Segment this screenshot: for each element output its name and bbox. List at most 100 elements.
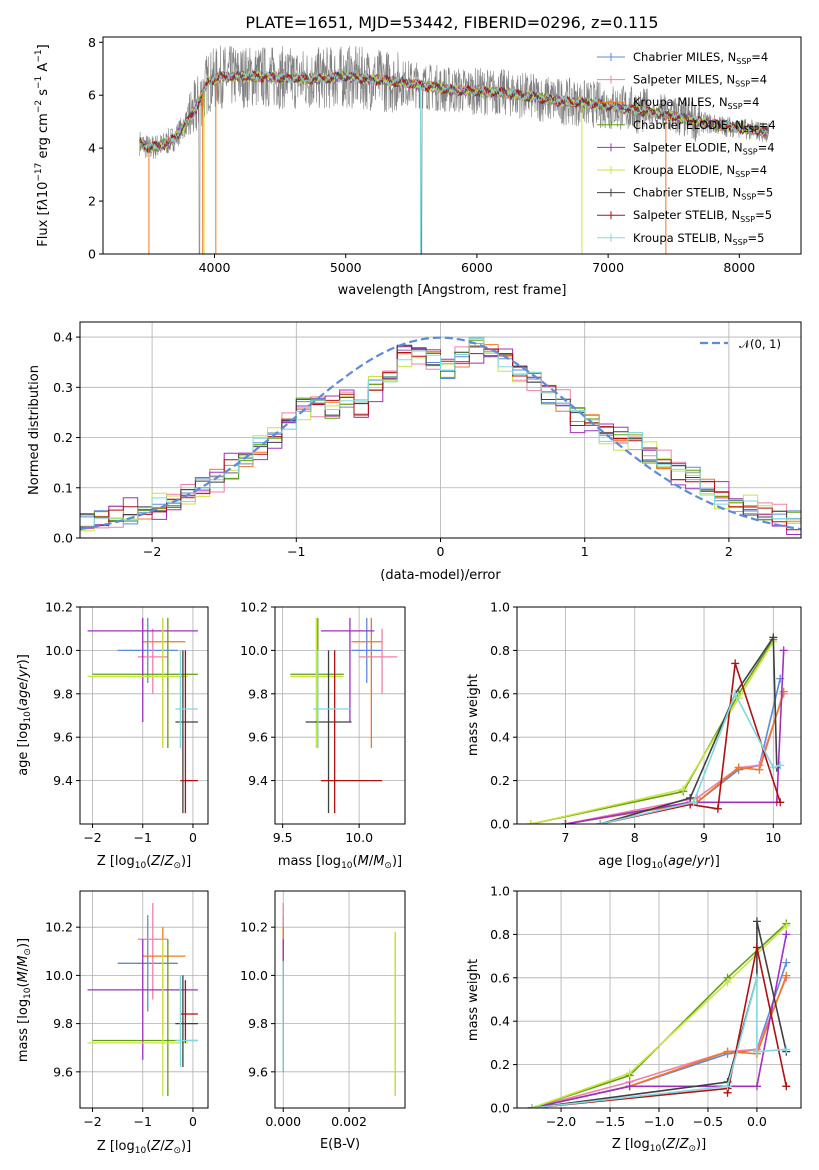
x-tick-label: 0.002 xyxy=(331,1114,367,1129)
x-axis-label: Z [log10(Z/Z⊙)] xyxy=(97,854,191,871)
mass-weight-vs-age-panel: 7 8 9 10 0.0 0.2 0.4 0.6 0.8 1.0 age [log10(age/yr… xyxy=(466,600,802,871)
x-tick-label: 8 xyxy=(631,830,639,845)
x-tick-label: 6000 xyxy=(461,260,493,275)
x-tick-label: 8000 xyxy=(723,260,755,275)
legend-label: Chabrier MILES, NSSP=4 xyxy=(633,50,768,66)
y-axis-label: age [log10(age/yr)] xyxy=(16,654,33,776)
y-tick-label: 10.0 xyxy=(240,643,268,658)
y-axis-label: Normed distribution xyxy=(27,365,42,495)
y-tick-label: 10.0 xyxy=(45,968,73,983)
weight-point xyxy=(769,633,778,642)
legend-label: Salpeter ELODIE, NSSP=4 xyxy=(633,140,775,156)
y-tick-label: 9.6 xyxy=(248,730,268,745)
x-axis-label: age [log10(age/yr)] xyxy=(598,854,720,871)
plot-area xyxy=(527,917,791,1108)
model-spectrum-line xyxy=(139,70,769,152)
weight-point xyxy=(679,785,688,794)
weight-point xyxy=(723,1082,732,1091)
y-tick-label: 0.4 xyxy=(490,730,510,745)
histogram-step-line xyxy=(80,338,801,538)
x-tick-label: 9.5 xyxy=(273,830,293,845)
axes-frame xyxy=(274,606,406,825)
y-tick-label: 10.2 xyxy=(240,920,268,935)
y-tick-label: 1.0 xyxy=(490,884,510,899)
x-axis-label: wavelength [Angstrom, rest frame] xyxy=(338,283,567,298)
weight-point xyxy=(782,1045,791,1054)
legend-label: Chabrier STELIB, NSSP=5 xyxy=(633,186,773,202)
y-tick-label: 10.0 xyxy=(240,968,268,983)
weight-point xyxy=(723,978,732,987)
weight-point xyxy=(782,930,791,939)
mass-weight-vs-metallicity-panel: −2.0 −1.5 −1.0 −0.5 0.0 0.0 0.2 0.4 0.6 0.8 1.0 Z [… xyxy=(466,884,802,1154)
chart-title: PLATE=1651, MJD=53442, FIBERID=0296, z=0… xyxy=(245,13,658,32)
weight-point xyxy=(713,804,722,813)
y-tick-label: 10.2 xyxy=(45,920,73,935)
y-tick-label: 0.8 xyxy=(490,927,510,942)
age-vs-mass-panel: 9.5 10.0 9.4 9.6 9.8 10.0 10.2 mass [log10(M/M⊙… xyxy=(240,600,406,871)
x-tick-label: −0.5 xyxy=(693,1114,723,1129)
x-tick-label: 4000 xyxy=(199,260,231,275)
y-tick-label: 8 xyxy=(88,35,96,50)
observed-spectrum-line xyxy=(139,45,770,254)
y-axis-label: Flux [fλ10−17 erg cm−2 s−1 A−1] xyxy=(34,44,51,246)
residual-histogram-panel: −2 −1 0 1 2 0.0 0.1 0.2 0.3 0.4 𝒩(0, 1) (data-model… xyxy=(27,321,802,583)
weight-point xyxy=(625,1069,634,1078)
y-tick-label: 0.1 xyxy=(53,480,73,495)
y-tick-label: 0.0 xyxy=(490,1101,510,1116)
y-tick-label: 9.4 xyxy=(248,773,268,788)
y-tick-label: 0.2 xyxy=(53,430,73,445)
x-tick-label: −1 xyxy=(134,830,152,845)
x-tick-label: −1.5 xyxy=(595,1114,625,1129)
weight-point xyxy=(776,798,785,807)
legend-label: Salpeter MILES, NSSP=4 xyxy=(633,73,767,89)
spectrum-panel: 4000 5000 6000 7000 8000 0 2 4 6 8 Chabrier MILES,… xyxy=(34,13,802,298)
weight-point xyxy=(779,646,788,655)
x-tick-label: 10 xyxy=(765,830,781,845)
x-axis-label: (data-model)/error xyxy=(380,568,501,583)
weight-point xyxy=(752,1082,761,1091)
weight-point xyxy=(596,820,605,824)
plot-area xyxy=(87,903,198,1096)
weight-point xyxy=(776,761,785,770)
legend-label: Kroupa ELODIE, NSSP=4 xyxy=(633,163,767,179)
y-tick-label: 0.0 xyxy=(53,531,73,546)
y-tick-label: 6 xyxy=(88,88,96,103)
y-tick-label: 2 xyxy=(88,194,96,209)
y-tick-label: 0.6 xyxy=(490,686,510,701)
x-tick-label: 9 xyxy=(700,830,708,845)
x-axis-label: Z [log10(Z/Z⊙)] xyxy=(612,1137,706,1154)
weight-point xyxy=(752,943,761,952)
x-tick-label: 7000 xyxy=(592,260,624,275)
weight-point xyxy=(734,763,743,772)
y-tick-label: 0 xyxy=(88,247,96,262)
legend-label: Kroupa STELIB, NSSP=5 xyxy=(633,231,764,247)
y-tick-label: 10.2 xyxy=(240,600,268,615)
plot-area xyxy=(290,617,398,814)
y-axis-label: mass weight xyxy=(466,959,481,1041)
axes-frame xyxy=(102,36,802,255)
weight-point xyxy=(625,1082,634,1091)
y-tick-label: 9.8 xyxy=(248,686,268,701)
plot-area xyxy=(526,633,788,824)
x-tick-label: 0 xyxy=(437,544,445,559)
y-tick-label: 1.0 xyxy=(490,600,510,615)
x-tick-label: 0.000 xyxy=(265,1114,301,1129)
x-axis-label: E(B-V) xyxy=(320,1137,360,1152)
normal-reference-curve xyxy=(80,336,801,531)
y-tick-label: 10.2 xyxy=(45,600,73,615)
x-tick-label: −2 xyxy=(83,1114,101,1129)
mass-vs-extinction-panel: 0.000 0.002 9.6 9.8 10.0 10.2 E(B-V) xyxy=(240,890,406,1152)
age-vs-metallicity-panel: −2 −1 0 9.4 9.6 9.8 10.0 10.2 Z [log10(Z/Z⊙)] age… xyxy=(16,600,209,871)
axes-frame xyxy=(274,890,406,1109)
weight-line xyxy=(565,650,785,824)
weight-point xyxy=(752,1047,761,1056)
weight-point xyxy=(755,765,764,774)
x-tick-label: 7 xyxy=(562,830,570,845)
x-tick-label: 2 xyxy=(725,544,733,559)
x-tick-label: −2.0 xyxy=(546,1114,576,1129)
y-tick-label: 0.2 xyxy=(490,1057,510,1072)
plot-area xyxy=(80,336,801,538)
x-tick-label: 0.0 xyxy=(747,1114,767,1129)
spectrum-legend: Chabrier MILES, NSSP=4 Salpeter MILES, NS… xyxy=(597,50,776,247)
